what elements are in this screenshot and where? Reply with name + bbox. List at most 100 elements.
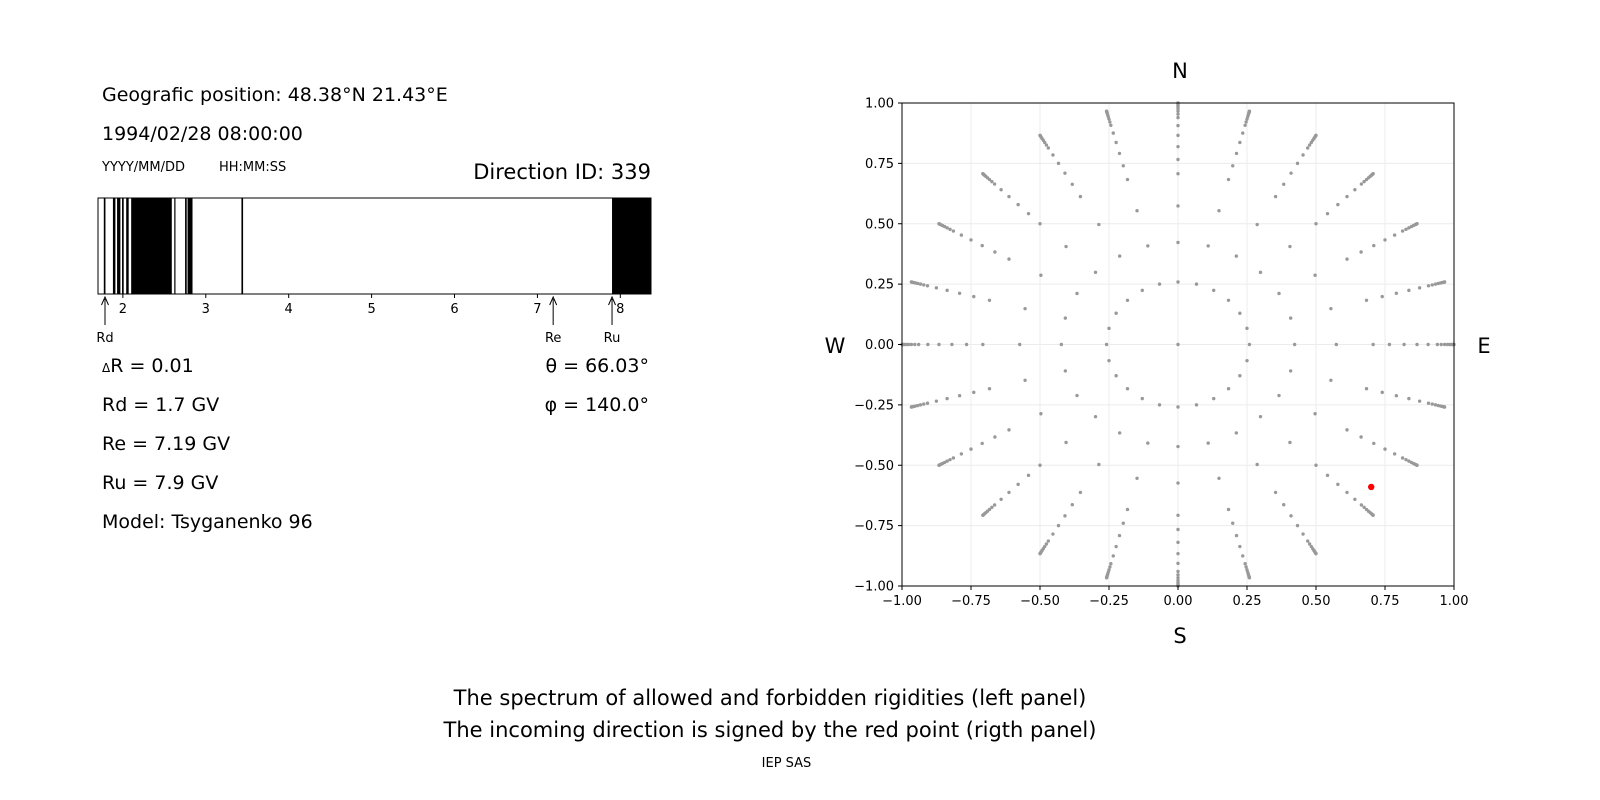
direction-point [1007, 194, 1011, 199]
direction-point [1075, 291, 1079, 296]
direction-point [1075, 393, 1079, 398]
re-value: Re = 7.19 GV [102, 433, 231, 455]
direction-point [1063, 171, 1067, 175]
direction-point [1329, 378, 1333, 383]
direction-point [1244, 120, 1248, 124]
y-tick-label: 0.50 [865, 217, 894, 232]
direction-point [1439, 342, 1443, 347]
direction-point [1289, 171, 1293, 175]
direction-point [1244, 565, 1248, 569]
direction-point [1353, 497, 1357, 501]
direction-point [1051, 532, 1055, 536]
direction-point [1277, 393, 1281, 398]
forbidden-band [122, 198, 124, 294]
direction-point [1023, 378, 1027, 383]
direction-point [1255, 222, 1259, 227]
direction-point [1426, 401, 1431, 405]
direction-point [1247, 109, 1252, 113]
direction-point [1157, 403, 1162, 407]
direction-point [1288, 440, 1292, 445]
direction-point [1314, 463, 1318, 467]
direction-point [1387, 342, 1392, 347]
scatter-points [900, 101, 1456, 588]
marker-arrowhead [608, 295, 616, 306]
direction-point [1435, 342, 1440, 347]
direction-point [1442, 342, 1447, 347]
direction-point [1234, 254, 1239, 258]
direction-point [1394, 394, 1399, 398]
direction-point [981, 172, 985, 176]
delta-r: ΔR = 0.01 [102, 355, 194, 377]
spectrum-markers: Rd Re Ru [96, 295, 620, 346]
rd-value: Rd = 1.7 GV [102, 394, 220, 416]
direction-point [1017, 342, 1022, 347]
direction-point [987, 386, 992, 391]
phi-value: φ = 140.0° [544, 394, 649, 416]
direction-point [1056, 523, 1061, 528]
direction-point [1038, 551, 1042, 556]
direction-point [992, 503, 997, 507]
direction-point [1117, 254, 1122, 258]
marker-label: Re [545, 331, 561, 346]
direction-point [1258, 414, 1263, 419]
direction-point [1288, 369, 1293, 373]
direction-point [1125, 177, 1130, 182]
forbidden-band [612, 198, 651, 294]
direction-point [1157, 282, 1162, 286]
direction-point [909, 405, 914, 409]
direction-point [1046, 146, 1051, 150]
x-tick-label: −0.25 [1089, 594, 1129, 609]
direction-point [925, 284, 930, 288]
direction-point [1241, 131, 1245, 135]
direction-point [1231, 164, 1235, 168]
spectrum-ticks: 2 3 4 5 6 7 8 [119, 294, 624, 317]
direction-point [1433, 282, 1438, 286]
direction-point [1415, 463, 1419, 467]
direction-point [1417, 399, 1422, 403]
direction-point [1258, 270, 1263, 275]
direction-point [1430, 402, 1434, 406]
direction-point [1039, 412, 1043, 416]
direction-point [980, 243, 984, 248]
delta-r-value: R = 0.01 [110, 355, 194, 377]
spectrum-tick-label: 2 [119, 302, 127, 317]
direction-point [1442, 280, 1447, 284]
direction-point [1111, 554, 1115, 558]
direction-point [1176, 527, 1180, 532]
direction-point [1307, 542, 1312, 546]
direction-point [945, 396, 949, 401]
direction-point [1140, 288, 1144, 293]
direction-point [1334, 342, 1339, 347]
direction-point [913, 342, 917, 347]
direction-point [1217, 209, 1221, 213]
direction-point [1212, 396, 1216, 401]
direction-point [1051, 153, 1055, 157]
direction-point [926, 342, 930, 347]
datetime: 1994/02/28 08:00:00 [102, 123, 303, 145]
direction-point [1044, 143, 1049, 147]
direction-point [918, 282, 923, 286]
marker-arrowhead [549, 295, 558, 306]
forbidden-band [174, 198, 176, 294]
direction-point [1277, 291, 1281, 296]
direction-point [1176, 204, 1180, 208]
direction-point [1325, 211, 1330, 216]
forbidden-band [241, 198, 244, 294]
direction-point [1023, 306, 1027, 311]
direction-point [1234, 431, 1239, 435]
direction-point [969, 447, 973, 451]
direction-point [1104, 576, 1109, 580]
direction-point [990, 505, 994, 510]
direction-point [1114, 544, 1118, 549]
direction-point [1301, 532, 1305, 536]
rigidity-spectrum-chart: 2 3 4 5 6 7 8 Rd Re Ru [96, 197, 652, 346]
direction-point [1380, 294, 1384, 299]
direction-point [1007, 490, 1011, 495]
direction-point [1394, 291, 1399, 295]
direction-point [1226, 386, 1231, 391]
x-tick-label: −1.00 [882, 594, 922, 609]
direction-point [1359, 435, 1363, 439]
direction-point [1093, 270, 1098, 275]
spectrum-tick-label: 5 [367, 302, 375, 317]
direction-point [981, 513, 985, 517]
